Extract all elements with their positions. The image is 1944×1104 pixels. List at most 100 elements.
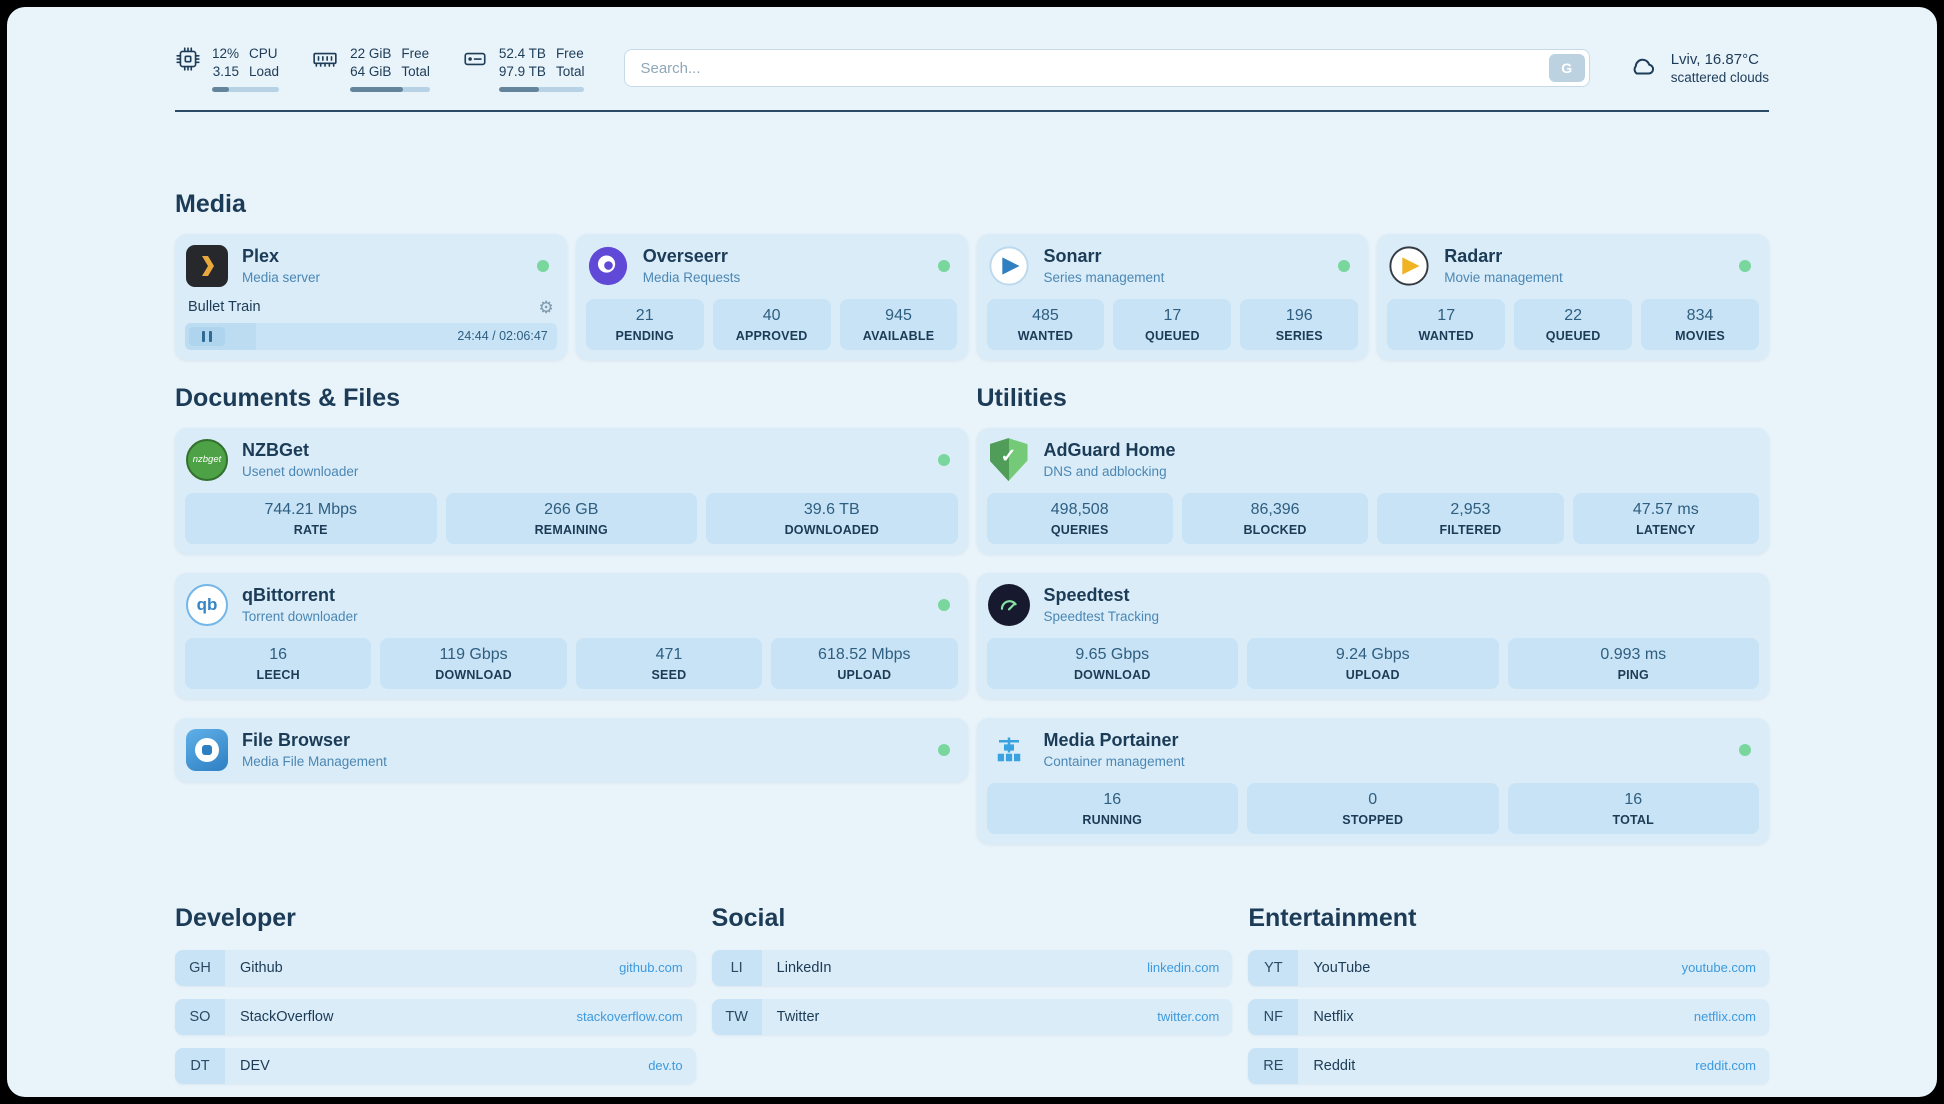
service-name: NZBGet — [242, 440, 309, 461]
bookmark-reddit[interactable]: RE Reddit reddit.com — [1248, 1047, 1769, 1084]
disk-widget: 52.4 TB 97.9 TB Free Total — [462, 45, 585, 92]
playback-time: 24:44 / 02:06:47 — [457, 329, 548, 344]
developer-bookmarks: Developer GH Github github.com SO StackO… — [175, 904, 696, 1084]
plex-now-playing: Bullet Train ⚙ 24:44 / 02:06:47 — [185, 291, 557, 350]
search-bar: G — [624, 49, 1590, 88]
overseerr-icon — [586, 244, 630, 288]
stat-queued: 22 QUEUED — [1514, 298, 1633, 350]
section-title-utilities: Utilities — [976, 383, 1067, 412]
entertainment-bookmarks: Entertainment YT YouTube youtube.com NF … — [1248, 904, 1769, 1084]
bookmark-name: Netflix — [1313, 1008, 1354, 1025]
gear-icon[interactable]: ⚙ — [538, 297, 554, 317]
service-card-speedtest[interactable]: Speedtest Speedtest Tracking 9.65 Gbps D… — [976, 572, 1769, 699]
cpu-progress-fill — [212, 86, 229, 92]
memory-free-value: 22 GiB — [350, 46, 392, 61]
service-card-adguard[interactable]: ✓ AdGuard Home DNS and adblocking 498,50… — [976, 427, 1769, 554]
bookmark-name: LinkedIn — [776, 959, 832, 976]
bookmark-link: dev.to — [648, 1058, 683, 1074]
bookmark-name: Github — [240, 959, 283, 976]
dashboard-page: 12% 3.15 CPU Load — [7, 7, 1937, 1097]
cpu-load-label: Load — [249, 63, 280, 79]
status-dot — [937, 259, 950, 272]
section-title-media: Media — [175, 189, 246, 218]
disk-progress-fill — [498, 86, 540, 92]
service-name: Speedtest — [1043, 585, 1130, 606]
service-card-nzbget[interactable]: nzbget NZBGet Usenet downloader 744.21 M… — [175, 427, 968, 554]
status-dot — [536, 259, 549, 272]
section-title-entertainment: Entertainment — [1248, 903, 1417, 932]
stat-leech: 16 LEECH — [185, 637, 372, 689]
service-name: Media Portainer — [1043, 730, 1179, 751]
service-card-radarr[interactable]: Radarr Movie management 17 WANTED 22 QUE… — [1377, 233, 1769, 360]
service-subtitle: Usenet downloader — [242, 464, 359, 480]
service-card-sonarr[interactable]: Sonarr Series management 485 WANTED 17 Q… — [976, 233, 1369, 360]
memory-total-label: Total — [401, 63, 430, 79]
stat-wanted: 485 WANTED — [986, 298, 1105, 350]
bookmark-abbr: NF — [1248, 998, 1299, 1035]
section-title-social: Social — [711, 903, 786, 932]
stat-download: 9.65 Gbps DOWNLOAD — [986, 637, 1238, 689]
stat-upload: 618.52 Mbps UPLOAD — [771, 637, 958, 689]
memory-total-value: 64 GiB — [350, 63, 392, 79]
bookmark-netflix[interactable]: NF Netflix netflix.com — [1248, 998, 1769, 1035]
social-bookmarks: Social LI LinkedIn linkedin.com TW Twitt… — [711, 903, 1233, 1084]
cpu-widget: 12% 3.15 CPU Load — [175, 45, 280, 92]
top-bar: 12% 3.15 CPU Load — [175, 7, 1769, 92]
bookmark-stackoverflow[interactable]: SO StackOverflow stackoverflow.com — [175, 998, 696, 1035]
search-provider-button[interactable]: G — [1548, 54, 1585, 83]
stat-downloaded: 39.6 TB DOWNLOADED — [706, 492, 958, 544]
memory-icon — [311, 46, 339, 77]
qbittorrent-icon: qb — [185, 583, 229, 627]
stat-remaining: 266 GB REMAINING — [445, 492, 697, 544]
stat-series: 196 SERIES — [1240, 298, 1359, 350]
section-title-documents: Documents & Files — [175, 383, 401, 412]
disk-total-value: 97.9 TB — [498, 63, 546, 79]
bookmark-abbr: SO — [175, 998, 225, 1035]
memory-free-label: Free — [401, 46, 430, 61]
service-subtitle: Media File Management — [242, 754, 387, 770]
bookmark-link: stackoverflow.com — [576, 1009, 683, 1025]
documents-section: Documents & Files nzbget NZBGet Usenet d… — [175, 384, 968, 844]
stat-total: 16 TOTAL — [1507, 782, 1759, 834]
service-name: Plex — [242, 246, 280, 267]
service-card-plex[interactable]: Plex Media server Bullet Train ⚙ 24:44 /… — [175, 233, 567, 360]
service-subtitle: Media server — [242, 270, 321, 286]
pause-button[interactable] — [189, 326, 225, 346]
status-dot — [1739, 259, 1751, 272]
nzbget-icon: nzbget — [185, 438, 229, 482]
cpu-icon — [175, 46, 201, 77]
playback-progress-bar[interactable]: 24:44 / 02:06:47 — [185, 322, 557, 350]
bookmark-abbr: GH — [175, 949, 225, 986]
stat-running: 16 RUNNING — [986, 782, 1238, 834]
bookmark-twitter[interactable]: TW Twitter twitter.com — [711, 998, 1233, 1035]
stat-rate: 744.21 Mbps RATE — [185, 492, 437, 544]
cloud-icon — [1626, 51, 1660, 86]
bookmark-name: Reddit — [1313, 1057, 1356, 1074]
bookmark-linkedin[interactable]: LI LinkedIn linkedin.com — [711, 949, 1233, 986]
bookmark-github[interactable]: GH Github github.com — [175, 949, 696, 986]
stat-pending: 21 PENDING — [585, 298, 704, 350]
memory-progress-fill — [350, 86, 403, 92]
memory-progress-bar — [350, 86, 430, 92]
bookmark-abbr: TW — [711, 998, 762, 1035]
service-card-qbittorrent[interactable]: qb qBittorrent Torrent downloader 16 LEE… — [175, 572, 968, 699]
header-divider — [175, 109, 1769, 112]
bookmark-link: reddit.com — [1695, 1058, 1756, 1074]
adguard-icon: ✓ — [987, 438, 1031, 482]
service-name: Radarr — [1444, 246, 1503, 267]
stat-approved: 40 APPROVED — [712, 298, 831, 350]
service-card-filebrowser[interactable]: File Browser Media File Management — [175, 717, 968, 782]
bookmark-dev[interactable]: DT DEV dev.to — [175, 1047, 696, 1084]
stat-stopped: 0 STOPPED — [1247, 782, 1499, 834]
bookmark-link: linkedin.com — [1147, 960, 1220, 976]
service-card-portainer[interactable]: Media Portainer Container management 16 … — [976, 717, 1769, 844]
service-card-overseerr[interactable]: Overseerr Media Requests 21 PENDING 40 A… — [575, 233, 968, 360]
service-name: qBittorrent — [242, 585, 335, 606]
bookmark-name: StackOverflow — [240, 1008, 334, 1025]
cpu-progress-bar — [212, 86, 280, 92]
service-name: Sonarr — [1043, 246, 1102, 267]
bookmark-abbr: LI — [711, 949, 762, 986]
search-input[interactable] — [624, 49, 1590, 88]
bookmark-youtube[interactable]: YT YouTube youtube.com — [1248, 949, 1769, 986]
cpu-usage-value: 12% — [212, 46, 240, 61]
